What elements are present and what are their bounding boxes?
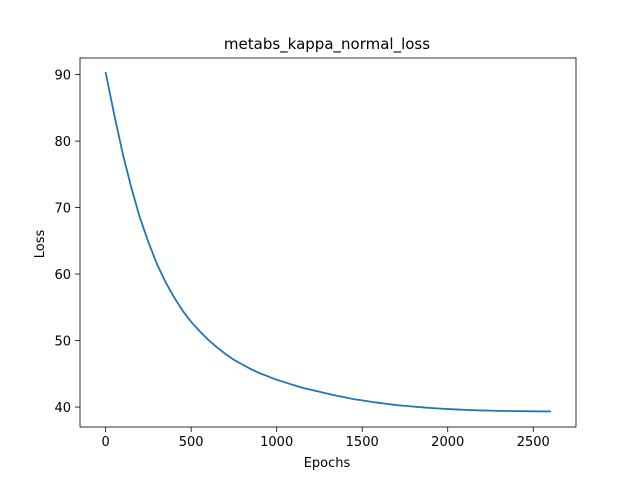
y-tick-label: 60 <box>54 268 71 283</box>
x-tick-label: 2000 <box>431 435 464 450</box>
plot-area: 0 500 1000 1500 2000 2500 40 50 60 70 80 90 <box>54 57 577 450</box>
x-axis-label: Epochs <box>304 456 351 471</box>
x-tick-label: 0 <box>102 435 110 450</box>
y-tick-label: 40 <box>54 401 71 416</box>
chart-title: metabs_kappa_normal_loss <box>224 35 430 54</box>
y-tick-label: 70 <box>54 202 71 217</box>
y-tick-label: 90 <box>54 69 71 84</box>
y-tick-label: 80 <box>54 135 71 150</box>
plot-frame <box>79 57 577 428</box>
y-axis-label: Loss <box>33 230 48 259</box>
x-tick-label: 2500 <box>517 435 550 450</box>
x-tick-label: 1000 <box>260 435 293 450</box>
y-tick-label: 50 <box>54 335 71 350</box>
x-tick-label: 1500 <box>346 435 379 450</box>
x-tick-label: 500 <box>179 435 204 450</box>
series-line <box>104 71 552 413</box>
